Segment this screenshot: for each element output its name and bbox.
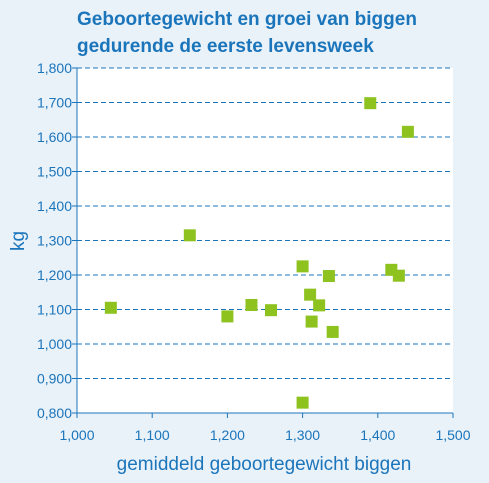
x-tick-label: 1,200: [210, 427, 245, 443]
data-point: [401, 125, 414, 138]
data-point: [313, 299, 326, 312]
y-tick-label: 1,000: [37, 336, 72, 352]
y-tick-label: 0,800: [37, 405, 72, 421]
data-point: [265, 304, 278, 317]
y-tick-label: 1,300: [37, 233, 72, 249]
x-axis-label: gemiddeld geboortegewicht biggen: [117, 454, 412, 475]
data-point: [364, 97, 377, 110]
x-tick-label: 1,500: [435, 427, 470, 443]
axes: [72, 67, 454, 418]
y-tick-label: 1,500: [37, 164, 72, 180]
data-point: [322, 270, 335, 283]
data-point: [304, 288, 317, 301]
data-point: [305, 315, 318, 328]
chart-title-line-1: Geboortegewicht en groei van biggen: [77, 9, 417, 30]
y-tick-label: 1,400: [37, 198, 72, 214]
y-tick-label: 0,900: [37, 371, 72, 387]
x-tick-label: 1,400: [360, 427, 395, 443]
y-tick-label: 1,600: [37, 129, 72, 145]
data-point: [326, 325, 339, 338]
y-axis-label: kg: [8, 231, 29, 251]
data-point: [104, 301, 117, 314]
data-point: [296, 396, 309, 409]
tick-labels: 0,800 0,900 1,000 1,100 1,200 1,300 1,400 1,500…: [37, 60, 471, 443]
data-point: [221, 310, 234, 323]
data-points: [104, 97, 414, 409]
chart-title-line-2: gedurende de eerste levensweek: [77, 36, 374, 57]
y-tick-label: 1,200: [37, 267, 72, 283]
x-tick-label: 1,300: [285, 427, 320, 443]
data-point: [296, 260, 309, 273]
y-tick-label: 1,700: [37, 95, 72, 111]
data-point: [245, 299, 258, 312]
data-point: [183, 229, 196, 242]
y-tick-label: 1,800: [37, 60, 72, 76]
x-tick-label: 1,100: [135, 427, 170, 443]
data-point: [392, 269, 405, 282]
x-tick-label: 1,000: [59, 427, 94, 443]
y-tick-label: 1,100: [37, 302, 72, 318]
